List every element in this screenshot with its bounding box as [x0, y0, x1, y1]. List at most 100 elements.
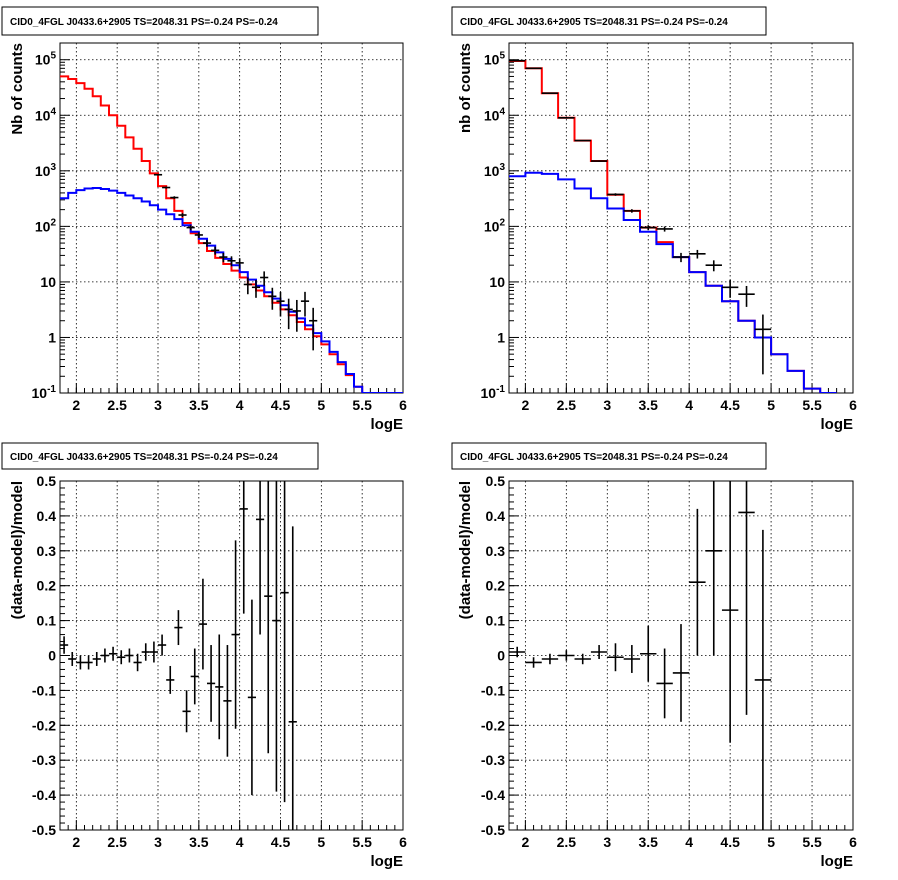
y-tick-label: 105 [35, 51, 57, 68]
residual-point [706, 446, 722, 655]
residual-point [607, 643, 623, 671]
residual-point [125, 649, 133, 663]
y-tick-label: -0.4 [481, 787, 505, 803]
data-point [722, 280, 738, 298]
y-tick-label: 0 [497, 648, 505, 664]
x-tick-label: 2.5 [107, 397, 127, 413]
histogram-series-red [60, 76, 403, 393]
residual-point [575, 654, 591, 664]
plot-area [60, 76, 403, 393]
y-tick-label: 0.5 [37, 473, 57, 489]
data-point [178, 213, 186, 217]
x-tick-label: 5 [767, 397, 775, 413]
y-tick-label: -0.1 [481, 682, 505, 698]
residual-point [68, 652, 76, 666]
x-tick-label: 3 [154, 397, 162, 413]
chart-title: CID0_4FGL J0433.6+2905 TS=2048.31 PS=-0.… [460, 452, 728, 463]
x-tick-label: 2 [72, 834, 80, 850]
data-point [260, 271, 268, 285]
residual-point [591, 645, 607, 659]
chart-title: CID0_4FGL J0433.6+2905 TS=2048.31 PS=-0.… [460, 17, 728, 28]
residual-point [755, 530, 771, 830]
y-tick-label: 0.5 [486, 473, 506, 489]
x-tick-label: 6 [849, 397, 857, 413]
x-tick-label: 3.5 [189, 834, 209, 850]
residual-point [738, 310, 754, 715]
residual-point [60, 636, 68, 653]
residual-point [264, 439, 272, 753]
y-tick-label: 0.4 [486, 508, 506, 524]
y-tick-label: -0.5 [481, 822, 505, 838]
residual-point [240, 404, 248, 613]
x-tick-label: 4.5 [720, 397, 740, 413]
x-axis-label: logE [371, 853, 404, 870]
data-point [236, 258, 244, 268]
plot-frame [60, 481, 403, 830]
x-tick-label: 5.5 [802, 834, 822, 850]
residual-point [183, 690, 191, 732]
residual-point [142, 643, 150, 660]
y-tick-label: 104 [35, 106, 57, 123]
y-tick-label: 0.2 [486, 578, 506, 594]
residual-point [174, 610, 182, 645]
x-tick-label: 2 [521, 834, 529, 850]
data-point [755, 315, 771, 375]
y-tick-label: 104 [484, 106, 506, 123]
y-tick-label: 10-1 [481, 384, 506, 401]
y-tick-label: 1 [497, 329, 505, 345]
chart-panel-2: CID0_4FGL J0433.6+2905 TS=2048.31 PS=-0.… [452, 7, 857, 433]
x-tick-label: 3 [603, 397, 611, 413]
plot-frame [60, 43, 403, 393]
x-tick-label: 5 [317, 397, 325, 413]
residual-point [640, 626, 656, 682]
y-tick-label: -0.2 [32, 717, 56, 733]
data-point [624, 209, 640, 213]
residual-point [166, 666, 174, 694]
x-tick-label: 3.5 [189, 397, 209, 413]
data-point [211, 247, 219, 255]
data-point [656, 226, 672, 231]
data-point [285, 299, 293, 329]
y-tick-label: 0.3 [37, 543, 57, 559]
x-axis-label: logE [371, 416, 404, 433]
x-tick-label: 2 [72, 397, 80, 413]
x-tick-label: 4.5 [271, 834, 291, 850]
y-tick-label: 0.2 [37, 578, 57, 594]
chart-title: CID0_4FGL J0433.6+2905 TS=2048.31 PS=-0.… [10, 17, 278, 28]
x-tick-label: 6 [849, 834, 857, 850]
data-point [154, 174, 162, 176]
x-tick-label: 6 [399, 834, 407, 850]
y-tick-label: -0.4 [32, 787, 56, 803]
x-tick-label: 4.5 [271, 397, 291, 413]
y-tick-label: 10 [489, 274, 505, 290]
residual-point [191, 649, 199, 705]
y-tick-label: 105 [484, 51, 506, 68]
x-tick-label: 6 [399, 397, 407, 413]
data-point [673, 253, 689, 262]
residual-point [248, 600, 256, 795]
residual-point [689, 509, 705, 656]
residual-point [101, 649, 109, 663]
residual-point [656, 649, 672, 719]
x-tick-label: 3.5 [639, 397, 659, 413]
residual-point [673, 624, 689, 722]
residual-point [722, 478, 738, 743]
y-tick-label: 0.1 [486, 613, 506, 629]
y-tick-label: -0.3 [32, 752, 56, 768]
residual-point [558, 650, 574, 660]
chart-panel-1: CID0_4FGL J0433.6+2905 TS=2048.31 PS=-0.… [2, 7, 407, 433]
x-tick-label: 5.5 [352, 834, 372, 850]
x-tick-label: 4 [685, 397, 693, 413]
y-axis-label: (data-model)/model [457, 481, 474, 619]
residual-point [93, 652, 101, 666]
x-axis-label: logE [821, 416, 854, 433]
y-tick-label: -0.3 [481, 752, 505, 768]
y-tick-label: 10-1 [32, 384, 57, 401]
x-tick-label: 5 [767, 834, 775, 850]
residual-point [207, 645, 215, 722]
data-point [575, 140, 591, 141]
x-tick-label: 3 [603, 834, 611, 850]
x-tick-label: 3.5 [639, 834, 659, 850]
